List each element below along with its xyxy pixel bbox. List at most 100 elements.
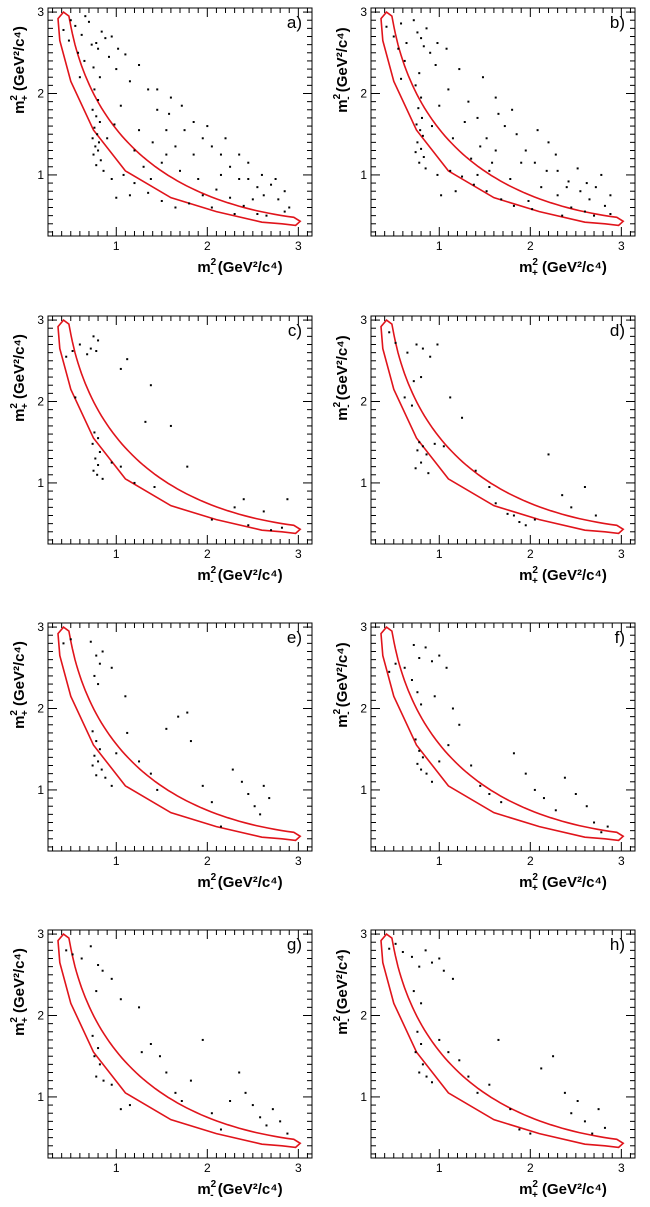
data-point [119,998,122,1001]
panel-h: 1 2 3 1 2 3 h) [360,927,636,1175]
data-point [488,1083,491,1086]
data-point [436,173,439,176]
data-point [385,25,388,28]
y-tick-label: 2 [360,1009,367,1023]
data-point [531,208,534,211]
data-point [609,194,612,197]
data-point [104,776,107,779]
panel-e: 1 2 3 1 2 3 e) [37,620,313,868]
data-point [403,59,406,62]
panel-label: c) [288,321,302,340]
data-point [80,957,83,960]
data-point [259,1116,262,1119]
data-point [210,206,213,209]
data-point [415,123,418,126]
data-point [247,524,250,527]
data-point [556,194,559,197]
data-point [97,149,100,152]
data-point [233,506,236,509]
panel-label: b) [610,13,625,32]
data-point [288,206,291,209]
data-point [156,788,159,791]
data-point [100,768,103,771]
data-point [410,955,413,958]
data-point [110,977,113,980]
data-point [576,1100,579,1102]
x-tick-label: 2 [204,239,211,253]
data-point [247,178,250,180]
data-point [124,695,127,698]
data-point [420,96,423,99]
data-point [420,768,423,771]
x-tick-label: 1 [436,854,443,868]
y-axis-title-units: (GeV²/c⁴) [334,27,351,96]
data-point [265,214,268,217]
data-point [488,486,491,488]
data-point [160,199,163,202]
data-point [189,1079,192,1082]
data-point [511,108,514,111]
panel-g: 1 2 3 1 2 3 g) [37,927,313,1175]
data-point [451,707,454,710]
data-point [219,1128,222,1131]
data-point [476,173,479,176]
data-point [83,59,86,62]
data-point [110,666,113,669]
y-axis-title-sup: 2 [332,93,343,99]
data-point [491,161,494,164]
data-point [403,666,406,669]
x-axis-title-sub: + [532,268,538,279]
data-point [180,1100,183,1102]
data-point [95,115,98,118]
data-point [219,173,222,176]
data-point [593,214,596,217]
data-point [229,196,232,199]
data-point [512,514,515,517]
y-tick-label: 1 [360,476,367,490]
data-point [174,145,177,148]
data-point [101,969,104,972]
data-point [142,165,145,168]
x-tick-label: 3 [295,1161,302,1175]
data-point [415,343,418,346]
data-point [405,42,408,45]
data-point [74,24,77,27]
data-point [201,1038,204,1041]
data-point [96,133,99,136]
x-tick-label: 3 [618,1161,625,1175]
data-point [416,141,419,144]
data-point [467,1075,470,1078]
x-axis-title-units: (GeV²/c⁴) [214,259,283,276]
data-point [442,445,445,448]
data-point [481,76,484,79]
data-point [149,178,152,180]
data-point [117,47,120,50]
data-point [509,1108,512,1111]
data-point [229,1100,232,1102]
data-point [425,1075,428,1078]
x-axis-title-sup: 2 [532,565,538,576]
x-tick-label: 2 [204,1161,211,1175]
data-point [215,188,218,191]
data-point [110,784,113,787]
data-point [286,498,289,501]
data-point [585,182,588,185]
data-point [97,141,100,144]
x-axis-title-sub: - [210,268,213,279]
panel-label: h) [610,935,625,954]
data-point [93,88,96,91]
data-point [414,738,417,741]
y-axis-title-units: (GeV²/c⁴) [11,334,28,403]
data-point [106,137,109,140]
data-point [104,37,107,40]
data-point [101,650,104,653]
y-axis-title-sub: - [343,404,354,407]
x-tick-label: 2 [527,239,534,253]
data-point [433,695,436,698]
data-point [242,204,245,207]
data-point [485,190,488,193]
data-point [420,116,423,119]
data-point [500,198,503,201]
data-point [416,31,419,34]
data-point [412,990,415,993]
